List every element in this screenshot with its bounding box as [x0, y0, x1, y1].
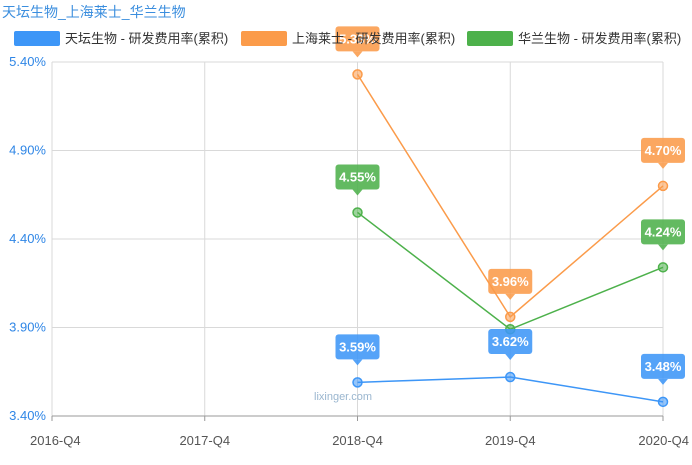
data-label-text: 5.33%	[339, 31, 376, 46]
data-label-box	[488, 268, 533, 294]
data-label-pointer	[505, 354, 516, 361]
watermark: lixinger.com	[314, 391, 372, 403]
axes: 5.40% 4.90% 4.40% 3.90% 3.40% 2016-Q4 2017-Q4 2…	[9, 54, 689, 448]
y-tick-label: 5.40%	[9, 54, 46, 69]
data-label-text: 4.55%	[339, 169, 376, 184]
data-label: 5.33%	[335, 26, 380, 58]
data-label-pointer	[658, 244, 668, 251]
legend-item: 华兰生物 - 研发费用率(累积)	[467, 31, 681, 46]
watermark-text: lixinger.com	[314, 391, 372, 403]
data-point	[352, 207, 363, 218]
x-tick-label: 2016-Q4	[30, 433, 81, 448]
data-label-text: 3.59%	[339, 339, 376, 354]
y-tick-label: 4.90%	[9, 143, 46, 158]
data-label-box	[335, 164, 380, 190]
data-point	[352, 69, 363, 80]
x-tick-label: 2017-Q4	[179, 433, 230, 448]
y-tick-label: 4.40%	[9, 231, 46, 246]
data-label-box	[641, 219, 685, 245]
data-point	[352, 377, 363, 388]
data-label-pointer	[352, 189, 363, 196]
y-tick-label: 3.40%	[9, 408, 46, 423]
data-point	[505, 371, 516, 383]
data-label-box	[488, 329, 533, 355]
legend-item: 上海莱士 - 研发费用率(累积)	[241, 31, 455, 46]
legend: 天坛生物 - 研发费用率(累积) 上海莱士 - 研发费用率(累积) 华兰生物 - 研…	[14, 31, 681, 46]
data-label: 3.62%	[488, 329, 533, 361]
data-labels: 3.59% 3.62% 3.48% 5.33% 3.96% 4.70% 4.55% 4.24%	[335, 26, 685, 385]
x-tick-label: 2018-Q4	[332, 433, 383, 448]
legend-label: 上海莱士 - 研发费用率(累积)	[292, 31, 455, 46]
data-label-box	[641, 137, 685, 163]
data-label-box	[641, 353, 685, 379]
data-label-text: 3.96%	[492, 274, 529, 289]
y-tick-label: 3.90%	[9, 320, 46, 335]
data-label: 4.55%	[335, 164, 380, 196]
data-label-pointer	[658, 162, 668, 169]
legend-label: 华兰生物 - 研发费用率(累积)	[518, 31, 681, 46]
data-label-pointer	[658, 378, 668, 385]
chart-title: 天坛生物_上海莱士_华兰生物	[2, 4, 186, 20]
data-label-box	[335, 334, 380, 360]
data-point	[657, 180, 669, 192]
legend-label: 天坛生物 - 研发费用率(累积)	[65, 31, 228, 46]
x-tick-label: 2020-Q4	[638, 433, 689, 448]
legend-swatch	[14, 31, 60, 46]
data-label-text: 3.48%	[645, 359, 682, 374]
data-point	[657, 262, 669, 273]
data-label-pointer	[352, 359, 363, 366]
data-label: 3.96%	[488, 268, 533, 300]
data-label: 4.24%	[641, 219, 685, 251]
data-label: 4.70%	[641, 137, 685, 169]
x-tick-label: 2019-Q4	[485, 433, 536, 448]
data-label-pointer	[505, 293, 516, 300]
data-label-text: 4.70%	[645, 143, 682, 158]
legend-swatch	[467, 31, 513, 46]
data-label: 3.59%	[335, 334, 380, 366]
data-label-box	[335, 26, 380, 52]
data-label-text: 4.24%	[645, 224, 682, 239]
data-label-text: 3.62%	[492, 334, 529, 349]
data-label-pointer	[352, 51, 363, 58]
legend-swatch	[241, 31, 287, 46]
data-point	[505, 311, 516, 323]
data-label: 3.48%	[641, 353, 685, 385]
legend-item: 天坛生物 - 研发费用率(累积)	[14, 31, 228, 46]
data-point	[657, 396, 669, 408]
